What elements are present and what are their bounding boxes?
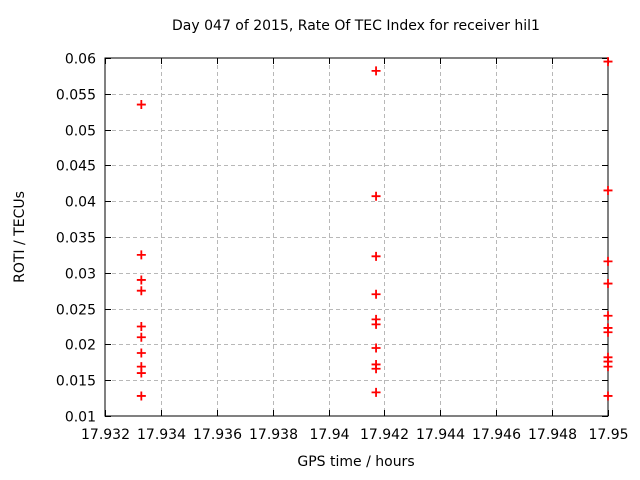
data-point-marker xyxy=(371,387,381,397)
data-point-marker xyxy=(136,368,146,378)
data-points xyxy=(136,57,613,401)
y-tick-label: 0.05 xyxy=(65,124,96,140)
x-tick-label: 17.948 xyxy=(528,427,577,443)
y-tick-label: 0.04 xyxy=(65,195,96,211)
y-axis-label: ROTI / TECUs xyxy=(12,191,28,283)
x-tick-label: 17.94 xyxy=(309,427,349,443)
data-point-marker xyxy=(603,391,613,401)
data-point-marker xyxy=(136,332,146,342)
x-tick-label: 17.942 xyxy=(360,427,409,443)
data-point-marker xyxy=(136,322,146,331)
data-point-marker xyxy=(371,364,381,374)
data-point-marker xyxy=(603,362,613,372)
data-point-marker xyxy=(603,185,613,195)
grid-lines xyxy=(105,58,608,416)
y-tick-label: 0.03 xyxy=(65,267,96,283)
y-tick-labels: 0.01 0.015 0.02 0.025 0.03 0.035 0.04 0.045 0.05… xyxy=(56,52,96,426)
y-tick-label: 0.06 xyxy=(65,52,96,68)
data-point-marker xyxy=(136,286,146,296)
data-point-marker xyxy=(603,279,613,289)
y-tick-label: 0.025 xyxy=(56,303,96,319)
data-point-marker xyxy=(603,311,613,321)
data-point-marker xyxy=(371,191,381,201)
y-tick-label: 0.015 xyxy=(56,374,96,390)
axis-ticks xyxy=(105,58,609,417)
x-tick-label: 17.934 xyxy=(137,427,186,443)
x-tick-label: 17.95 xyxy=(588,427,628,443)
data-point-marker xyxy=(136,348,146,358)
x-tick-label: 17.932 xyxy=(81,427,130,443)
x-tick-label: 17.936 xyxy=(193,427,242,443)
chart-title: Day 047 of 2015, Rate Of TEC Index for r… xyxy=(172,18,540,34)
data-point-marker xyxy=(371,319,381,329)
data-point-marker xyxy=(136,100,146,110)
x-tick-labels: 17.932 17.934 17.936 17.938 17.94 17.942 17.94… xyxy=(81,427,629,443)
y-tick-label: 0.02 xyxy=(65,338,96,354)
y-tick-label: 0.055 xyxy=(56,88,96,104)
x-tick-label: 17.938 xyxy=(249,427,298,443)
data-point-marker xyxy=(603,327,613,337)
x-axis-label: GPS time / hours xyxy=(297,454,414,470)
data-point-marker xyxy=(136,250,146,260)
data-point-marker xyxy=(371,66,381,76)
y-tick-label: 0.045 xyxy=(56,159,96,175)
x-tick-label: 17.946 xyxy=(472,427,521,443)
y-tick-label: 0.01 xyxy=(65,410,96,426)
data-point-marker xyxy=(603,256,613,266)
data-point-marker xyxy=(371,251,381,261)
data-point-marker xyxy=(603,57,613,67)
data-point-marker xyxy=(371,343,381,353)
data-point-marker xyxy=(136,391,146,401)
x-tick-label: 17.944 xyxy=(416,427,465,443)
y-tick-label: 0.035 xyxy=(56,231,96,247)
data-point-marker xyxy=(371,289,381,299)
data-point-marker xyxy=(136,275,146,285)
